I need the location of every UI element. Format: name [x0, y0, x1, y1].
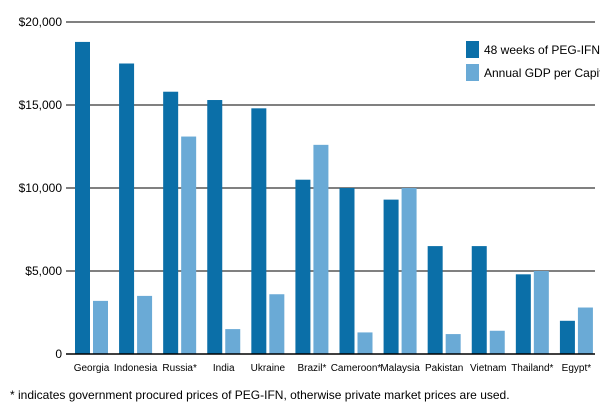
bar-gdp	[577, 307, 593, 354]
bar-peg-ifn	[383, 199, 399, 354]
y-tick-label: 0	[55, 347, 62, 361]
x-category-label: Thailand*	[511, 363, 553, 374]
bar-gdp	[137, 295, 153, 354]
gridlines	[66, 21, 595, 272]
legend-box	[459, 34, 591, 87]
bar-peg-ifn	[559, 320, 575, 354]
bar-peg-ifn	[427, 246, 443, 354]
x-category-label: India	[213, 363, 235, 374]
y-tick-label: $10,000	[19, 181, 63, 195]
legend-label-peg-ifn: 48 weeks of PEG-IFN	[484, 43, 600, 57]
legend-swatch-peg-ifn	[466, 41, 479, 58]
bar-gdp	[445, 334, 461, 354]
x-axis-categories: Georgia Indonesia Russia* India Ukraine Brazi…	[74, 363, 592, 374]
bar-peg-ifn	[207, 100, 223, 355]
bar-peg-ifn	[251, 108, 267, 354]
bar-peg-ifn	[339, 188, 355, 354]
y-tick-label: $20,000	[19, 15, 63, 29]
legend-swatch-gdp	[466, 64, 479, 81]
bar-peg-ifn	[119, 63, 135, 354]
x-category-label: Brazil*	[297, 363, 326, 374]
bar-gdp	[533, 271, 549, 354]
bar-gdp	[181, 136, 197, 354]
x-category-label: Vietnam	[470, 363, 507, 374]
footnote: * indicates government procured prices o…	[10, 388, 510, 402]
x-category-label: Indonesia	[114, 363, 158, 374]
legend: 48 weeks of PEG-IFN Annual GDP per Capit…	[459, 34, 600, 87]
x-category-label: Ukraine	[251, 363, 286, 374]
bar-gdp	[225, 329, 241, 354]
bar-gdp	[401, 188, 417, 354]
y-tick-label: $5,000	[25, 264, 62, 278]
bar-gdp	[489, 330, 505, 354]
y-tick-label: $15,000	[19, 98, 63, 112]
bar-peg-ifn	[515, 274, 531, 354]
bar-peg-ifn	[295, 179, 311, 354]
bar-chart: 0 $5,000 $10,000 $15,000 $20,000 Georgia Indo…	[19, 15, 600, 374]
bar-peg-ifn	[163, 91, 179, 354]
x-category-label: Cameroon*	[331, 363, 382, 374]
bar-gdp	[313, 144, 329, 354]
bar-peg-ifn	[75, 41, 90, 355]
x-category-label: Russia*	[162, 363, 197, 374]
y-axis-ticks: 0 $5,000 $10,000 $15,000 $20,000	[19, 15, 63, 361]
bars	[75, 41, 593, 355]
bar-gdp	[93, 300, 108, 354]
x-category-label: Egypt*	[562, 363, 592, 374]
x-category-label: Pakistan	[425, 363, 463, 374]
bar-peg-ifn	[471, 246, 487, 354]
bar-gdp	[357, 332, 373, 354]
x-category-label: Georgia	[74, 363, 110, 374]
bar-gdp	[269, 294, 285, 354]
legend-label-gdp: Annual GDP per Capita	[484, 66, 600, 80]
x-category-label: Malaysia	[380, 363, 420, 374]
